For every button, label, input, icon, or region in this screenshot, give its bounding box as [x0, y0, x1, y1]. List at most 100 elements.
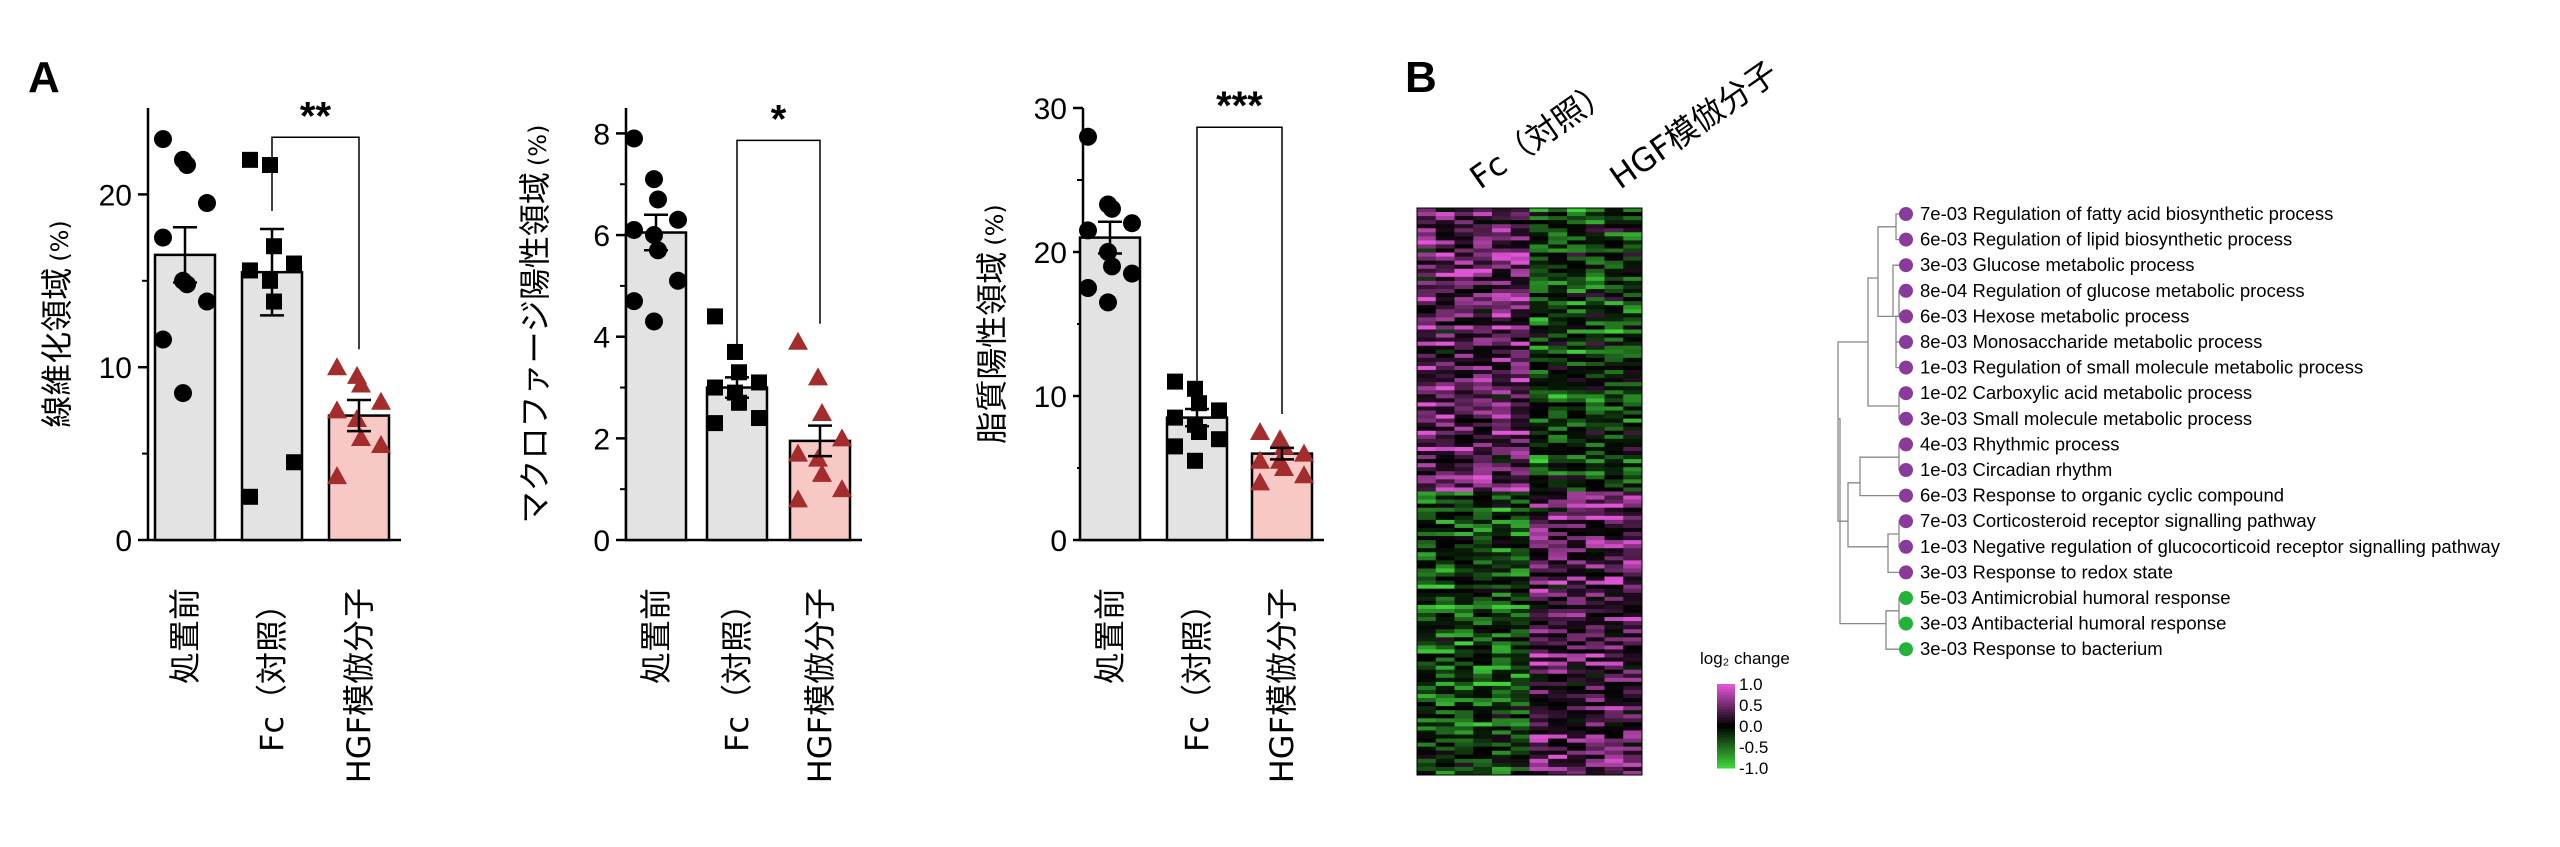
heatmap-cell: [1529, 228, 1549, 233]
go-term-label: 6e-03 Regulation of lipid biosynthetic p…: [1920, 229, 2292, 250]
heatmap-cell: [1454, 604, 1474, 610]
heatmap-cell: [1529, 491, 1549, 496]
heatmap-cell: [1548, 738, 1568, 743]
heatmap-cell: [1623, 540, 1643, 545]
data-point-triangle: [788, 443, 808, 462]
legend-swatch: [1717, 703, 1735, 707]
go-term-label: 1e-02 Carboxylic acid metabolic process: [1920, 382, 2252, 403]
heatmap-cell: [1510, 766, 1530, 772]
heatmap-cell: [1417, 694, 1437, 699]
heatmap-cell: [1585, 228, 1605, 233]
data-point-circle: [625, 220, 643, 239]
heatmap-cell: [1585, 762, 1605, 768]
heatmap-cell: [1548, 726, 1568, 731]
heatmap-cell: [1604, 337, 1624, 343]
heatmap-cell: [1454, 742, 1474, 748]
heatmap-cell: [1585, 317, 1605, 322]
heatmap-cell: [1417, 766, 1437, 772]
heatmap-cell: [1567, 750, 1587, 756]
heatmap-cell: [1473, 434, 1493, 440]
heatmap-cell: [1435, 572, 1455, 577]
heatmap-cell: [1585, 216, 1605, 221]
heatmap-cell: [1548, 706, 1568, 711]
heatmap-cell: [1567, 738, 1587, 743]
heatmap-cell: [1567, 718, 1587, 723]
heatmap-cell: [1417, 519, 1437, 525]
heatmap-cell: [1454, 685, 1474, 691]
heatmap-cell: [1454, 515, 1474, 521]
heatmap-cell: [1623, 766, 1643, 772]
heatmap-cell: [1548, 698, 1568, 703]
heatmap-cell: [1585, 446, 1605, 452]
heatmap-cell: [1454, 475, 1474, 480]
data-point-circle: [154, 130, 172, 149]
data-point-circle: [198, 194, 216, 213]
heatmap-cell: [1454, 580, 1474, 586]
legend-swatch: [1717, 717, 1735, 721]
heatmap-cell: [1492, 284, 1512, 290]
heatmap-cell: [1529, 321, 1549, 326]
heatmap-cell: [1510, 398, 1530, 403]
heatmap-cell: [1567, 483, 1587, 488]
data-point-square: [1167, 409, 1183, 426]
heatmap-cell: [1510, 536, 1530, 541]
heatmap-cell: [1548, 722, 1568, 727]
heatmap-cell: [1492, 556, 1512, 561]
heatmap-cell: [1435, 467, 1455, 472]
heatmap-cell: [1435, 410, 1455, 415]
heatmap-cell: [1454, 689, 1474, 695]
heatmap-cell: [1604, 244, 1624, 249]
heatmap-cell: [1510, 540, 1530, 545]
heatmap-cell: [1417, 637, 1437, 642]
heatmap-cell: [1492, 544, 1512, 549]
heatmap-cell: [1473, 256, 1493, 262]
heatmap-cell: [1454, 588, 1474, 594]
heatmap-cell: [1435, 289, 1455, 294]
heatmap-cell: [1473, 637, 1493, 642]
heatmap-cell: [1604, 503, 1624, 509]
heatmap-cell: [1510, 580, 1530, 586]
go-term-label: 7e-03 Regulation of fatty acid biosynthe…: [1920, 203, 2333, 224]
heatmap-cell: [1435, 212, 1455, 217]
heatmap-cell: [1435, 365, 1455, 371]
heatmap-cell: [1435, 673, 1455, 679]
heatmap-cell: [1548, 641, 1568, 646]
heatmap-cell: [1585, 467, 1605, 472]
heatmap-cell: [1623, 410, 1643, 415]
heatmap-cell: [1435, 625, 1455, 630]
heatmap-cell: [1473, 483, 1493, 488]
heatmap-cell: [1454, 754, 1474, 760]
y-tick-label: 10: [1034, 381, 1067, 414]
heatmap-cell: [1604, 430, 1624, 436]
heatmap-cell: [1492, 742, 1512, 748]
heatmap-cell: [1567, 402, 1587, 407]
heatmap-cell: [1454, 268, 1474, 274]
heatmap-cell: [1623, 244, 1643, 249]
heatmap-cell: [1529, 592, 1549, 598]
heatmap-cell: [1623, 746, 1643, 752]
heatmap-cell: [1435, 268, 1455, 274]
heatmap-cell: [1454, 442, 1474, 448]
data-point-circle: [649, 190, 667, 209]
data-point-square: [751, 410, 767, 427]
heatmap-cell: [1567, 742, 1587, 748]
heatmap-cell: [1548, 689, 1568, 695]
heatmap-cell: [1548, 394, 1568, 399]
heatmap-cell: [1585, 394, 1605, 399]
heatmap-cell: [1473, 410, 1493, 415]
significance-bracket: [1196, 126, 1283, 414]
heatmap-cell: [1529, 438, 1549, 444]
heatmap-cell: [1417, 240, 1437, 245]
heatmap-cell: [1604, 378, 1624, 383]
heatmap-cell: [1510, 673, 1530, 679]
heatmap-cell: [1529, 370, 1549, 375]
y-tick-label: 30: [1034, 93, 1067, 126]
heatmap-cell: [1473, 220, 1493, 225]
heatmap-cell: [1417, 272, 1437, 278]
heatmap-cell: [1529, 236, 1549, 241]
heatmap-cell: [1548, 479, 1568, 484]
category-label: HGF模倣分子: [1263, 588, 1301, 783]
heatmap-cell: [1510, 625, 1530, 630]
heatmap-cell: [1585, 527, 1605, 533]
